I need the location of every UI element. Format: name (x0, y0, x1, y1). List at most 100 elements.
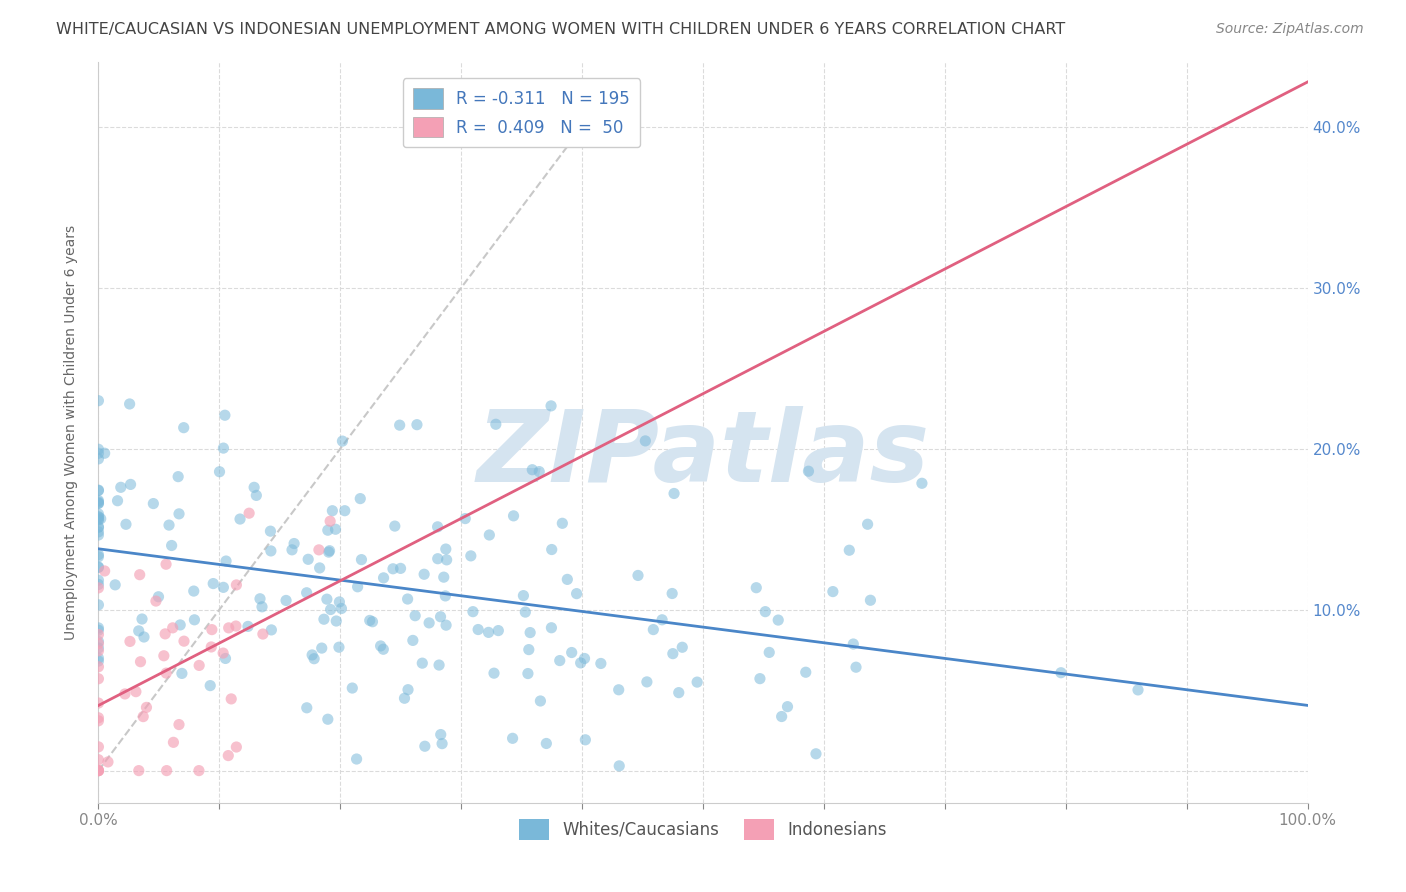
Point (845, 660, 868, 674)
Point (754, 605, 776, 619)
Point (482, 666, 505, 681)
Point (87, 495, 110, 509)
Point (87, 507, 110, 521)
Point (217, 748, 239, 763)
Point (87, 598, 110, 612)
Point (87, 640, 110, 655)
Point (114, 687, 136, 701)
Point (87, 528, 110, 542)
Point (434, 542, 457, 557)
Point (260, 623, 283, 637)
Point (427, 658, 450, 673)
Point (201, 623, 224, 637)
Point (413, 567, 436, 582)
Point (454, 511, 477, 525)
Point (118, 634, 141, 648)
Point (274, 593, 297, 607)
Point (160, 539, 183, 553)
Point (429, 728, 451, 742)
Point (169, 618, 191, 632)
Point (295, 700, 318, 714)
Point (662, 486, 685, 500)
Point (87, 483, 110, 497)
Point (87, 764, 110, 778)
Point (128, 624, 150, 638)
Point (97, 755, 120, 769)
Point (87, 654, 110, 668)
Point (342, 681, 364, 695)
Point (87, 549, 110, 564)
Point (502, 731, 524, 746)
Point (370, 639, 392, 653)
Point (311, 641, 333, 656)
Point (565, 587, 588, 601)
Point (157, 518, 180, 533)
Point (212, 441, 235, 455)
Point (328, 595, 350, 609)
Point (350, 552, 373, 566)
Point (87, 496, 110, 510)
Point (842, 637, 865, 651)
Point (429, 609, 451, 624)
Point (308, 561, 330, 575)
Point (748, 672, 770, 686)
Point (295, 586, 318, 600)
Point (132, 709, 155, 723)
Point (87, 696, 110, 710)
Point (319, 514, 342, 528)
Point (87, 442, 110, 457)
Point (125, 684, 148, 698)
Point (478, 528, 501, 542)
Point (200, 640, 222, 654)
Point (426, 551, 449, 566)
Point (87, 493, 110, 508)
Legend: Whites/Caucasians, Indonesians: Whites/Caucasians, Indonesians (512, 813, 894, 847)
Point (389, 561, 412, 575)
Point (318, 543, 340, 558)
Point (607, 682, 630, 697)
Point (260, 544, 283, 558)
Point (502, 508, 524, 523)
Point (225, 578, 247, 592)
Point (519, 625, 541, 640)
Point (838, 543, 860, 558)
Point (87, 651, 110, 665)
Point (132, 630, 155, 644)
Point (333, 504, 356, 518)
Point (430, 737, 453, 751)
Point (325, 522, 347, 536)
Point (411, 656, 433, 670)
Point (517, 642, 540, 657)
Point (359, 614, 381, 628)
Point (460, 549, 482, 563)
Point (212, 580, 235, 594)
Point (745, 581, 768, 595)
Point (131, 612, 153, 626)
Point (794, 665, 817, 680)
Point (325, 614, 347, 628)
Point (107, 493, 129, 508)
Point (225, 619, 247, 633)
Point (87, 524, 110, 539)
Point (384, 519, 406, 533)
Point (643, 623, 665, 637)
Point (911, 476, 934, 491)
Point (413, 739, 436, 754)
Point (349, 491, 371, 506)
Point (516, 666, 538, 681)
Point (87, 621, 110, 635)
Point (634, 434, 657, 448)
Point (245, 488, 267, 502)
Point (90, 512, 112, 526)
Point (776, 699, 799, 714)
Point (87, 714, 110, 728)
Text: Source: ZipAtlas.com: Source: ZipAtlas.com (1216, 22, 1364, 37)
Point (215, 554, 238, 568)
Point (668, 685, 690, 699)
Point (312, 612, 335, 626)
Point (529, 465, 551, 479)
Point (477, 625, 499, 640)
Point (87, 560, 110, 574)
Point (188, 658, 211, 673)
Point (87, 509, 110, 524)
